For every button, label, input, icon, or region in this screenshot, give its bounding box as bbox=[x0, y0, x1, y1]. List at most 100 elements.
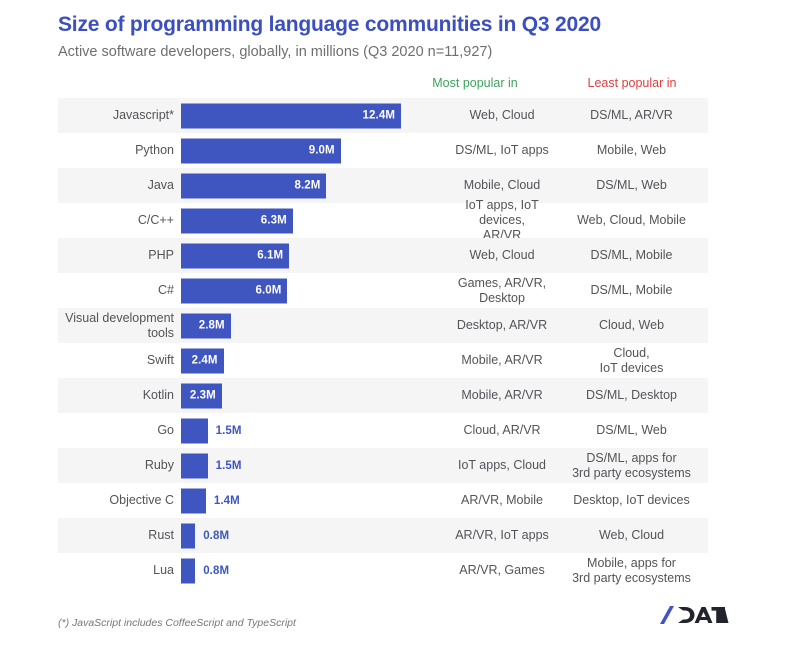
least-popular-cell: DS/ML, Mobile bbox=[590, 283, 673, 298]
language-label: Lua bbox=[153, 563, 174, 578]
language-label: PHP bbox=[148, 248, 174, 263]
language-label: Java bbox=[147, 178, 174, 193]
language-table: Javascript* 12.4M Web, Cloud DS/ML, AR/VR Py… bbox=[58, 98, 708, 589]
most-popular-cell: Web, Cloud bbox=[469, 248, 535, 263]
bar-cell: 2.8M bbox=[181, 308, 449, 343]
language-label: Kotlin bbox=[142, 388, 174, 403]
value-bar: 9.0M bbox=[181, 138, 341, 164]
bar-value-label: 1.5M bbox=[215, 424, 242, 437]
least-popular-cell: DS/ML, Mobile bbox=[590, 248, 673, 263]
bar-cell: 9.0M bbox=[181, 133, 449, 168]
bar-value-label: 6.0M bbox=[255, 284, 282, 297]
bar-value-label: 0.8M bbox=[203, 564, 230, 577]
bar-cell: 1.4M bbox=[181, 483, 449, 518]
least-popular-cell: DS/ML, apps for 3rd party ecosystems bbox=[572, 450, 691, 480]
value-bar bbox=[181, 453, 208, 479]
language-label: C/C++ bbox=[137, 213, 174, 228]
value-bar: 2.4M bbox=[181, 348, 224, 374]
column-header-most-popular: Most popular in bbox=[432, 76, 518, 91]
language-label: Visual development tools bbox=[65, 310, 174, 340]
table-row: Javascript* 12.4M Web, Cloud DS/ML, AR/VR bbox=[58, 98, 708, 134]
most-popular-cell: DS/ML, IoT apps bbox=[455, 143, 549, 158]
most-popular-cell: Desktop, AR/VR bbox=[456, 318, 548, 333]
bar-value-label: 2.8M bbox=[198, 319, 225, 332]
most-popular-cell: Mobile, AR/VR bbox=[461, 388, 543, 403]
bar-cell: 1.5M bbox=[181, 413, 449, 448]
value-bar: 2.8M bbox=[181, 313, 231, 339]
page-subtitle: Active software developers, globally, in… bbox=[58, 44, 493, 61]
language-label: Swift bbox=[146, 353, 174, 368]
table-row: Kotlin 2.3M Mobile, AR/VR DS/ML, Desktop bbox=[58, 378, 708, 414]
most-popular-cell: Games, AR/VR, Desktop bbox=[457, 275, 547, 305]
most-popular-cell: Web, Cloud bbox=[469, 108, 535, 123]
bar-cell: 2.3M bbox=[181, 378, 449, 413]
value-bar bbox=[181, 523, 196, 549]
language-label: Objective C bbox=[109, 493, 174, 508]
least-popular-cell: Web, Cloud, Mobile bbox=[577, 213, 686, 228]
bar-cell: 0.8M bbox=[181, 518, 449, 553]
language-label: Ruby bbox=[144, 458, 174, 473]
least-popular-cell: Cloud, Web bbox=[598, 318, 665, 333]
table-row: C# 6.0M Games, AR/VR, Desktop DS/ML, Mobile bbox=[58, 273, 708, 309]
bar-value-label: 6.3M bbox=[260, 214, 287, 227]
most-popular-cell: IoT apps, Cloud bbox=[457, 458, 547, 473]
most-popular-cell: Cloud, AR/VR bbox=[463, 423, 541, 438]
table-row: Lua 0.8M AR/VR, Games Mobile, apps for 3rd … bbox=[58, 553, 708, 589]
least-popular-cell: Cloud, IoT devices bbox=[599, 345, 664, 375]
table-row: Python 9.0M DS/ML, IoT apps Mobile, Web bbox=[58, 133, 708, 169]
value-bar bbox=[181, 488, 206, 514]
bar-value-label: 2.4M bbox=[191, 354, 218, 367]
bar-cell: 12.4M bbox=[181, 98, 449, 133]
value-bar: 6.3M bbox=[181, 208, 293, 234]
page-title: Size of programming language communities… bbox=[58, 13, 601, 36]
chart-footer: (*) JavaScript includes CoffeeScript and… bbox=[0, 602, 788, 642]
bar-cell: 6.1M bbox=[181, 238, 449, 273]
bar-cell: 6.0M bbox=[181, 273, 449, 308]
table-row: Objective C 1.4M AR/VR, Mobile Desktop, IoT… bbox=[58, 483, 708, 519]
least-popular-cell: Desktop, IoT devices bbox=[573, 493, 690, 508]
least-popular-cell: DS/ML, Desktop bbox=[585, 388, 677, 403]
column-headers: Most popular in Least popular in bbox=[0, 76, 788, 98]
value-bar: 2.3M bbox=[181, 383, 222, 409]
value-bar: 6.1M bbox=[181, 243, 290, 269]
most-popular-cell: AR/VR, Games bbox=[459, 563, 545, 578]
most-popular-cell: AR/VR, IoT apps bbox=[455, 528, 549, 543]
least-popular-cell: Mobile, apps for 3rd party ecosystems bbox=[572, 555, 691, 585]
table-row: Rust 0.8M AR/VR, IoT apps Web, Cloud bbox=[58, 518, 708, 554]
bar-value-label: 9.0M bbox=[308, 144, 335, 157]
table-row: C/C++ 6.3M IoT apps, IoT devices, AR/VR Web… bbox=[58, 198, 708, 242]
value-bar: 8.2M bbox=[181, 173, 327, 199]
slashdata-logo bbox=[658, 602, 730, 628]
language-label: C# bbox=[158, 283, 174, 298]
bar-value-label: 1.5M bbox=[215, 459, 242, 472]
table-row: PHP 6.1M Web, Cloud DS/ML, Mobile bbox=[58, 238, 708, 274]
footnote: (*) JavaScript includes CoffeeScript and… bbox=[58, 617, 296, 630]
language-label: Go bbox=[157, 423, 174, 438]
bar-cell: 6.3M bbox=[181, 203, 449, 238]
table-row: Swift 2.4M Mobile, AR/VR Cloud, IoT devices bbox=[58, 343, 708, 379]
language-label: Javascript* bbox=[112, 108, 174, 123]
table-row: Go 1.5M Cloud, AR/VR DS/ML, Web bbox=[58, 413, 708, 449]
least-popular-cell: DS/ML, Web bbox=[596, 423, 667, 438]
column-header-least-popular: Least popular in bbox=[587, 76, 677, 91]
bar-value-label: 0.8M bbox=[203, 529, 230, 542]
most-popular-cell: Mobile, Cloud bbox=[463, 178, 541, 193]
bar-cell: 8.2M bbox=[181, 168, 449, 203]
most-popular-cell: Mobile, AR/VR bbox=[461, 353, 543, 368]
least-popular-cell: DS/ML, AR/VR bbox=[590, 108, 673, 123]
least-popular-cell: Mobile, Web bbox=[596, 143, 667, 158]
bar-value-label: 2.3M bbox=[189, 389, 216, 402]
value-bar bbox=[181, 418, 208, 444]
bar-value-label: 12.4M bbox=[362, 109, 395, 122]
bar-value-label: 1.4M bbox=[213, 494, 240, 507]
bar-cell: 1.5M bbox=[181, 448, 449, 483]
most-popular-cell: IoT apps, IoT devices, AR/VR bbox=[465, 198, 539, 243]
value-bar: 12.4M bbox=[181, 103, 401, 129]
value-bar: 6.0M bbox=[181, 278, 288, 304]
table-row: Visual development tools 2.8M Desktop, AR/… bbox=[58, 308, 708, 344]
table-row: Java 8.2M Mobile, Cloud DS/ML, Web bbox=[58, 168, 708, 204]
bar-cell: 0.8M bbox=[181, 553, 449, 588]
value-bar bbox=[181, 558, 196, 584]
most-popular-cell: AR/VR, Mobile bbox=[461, 493, 543, 508]
